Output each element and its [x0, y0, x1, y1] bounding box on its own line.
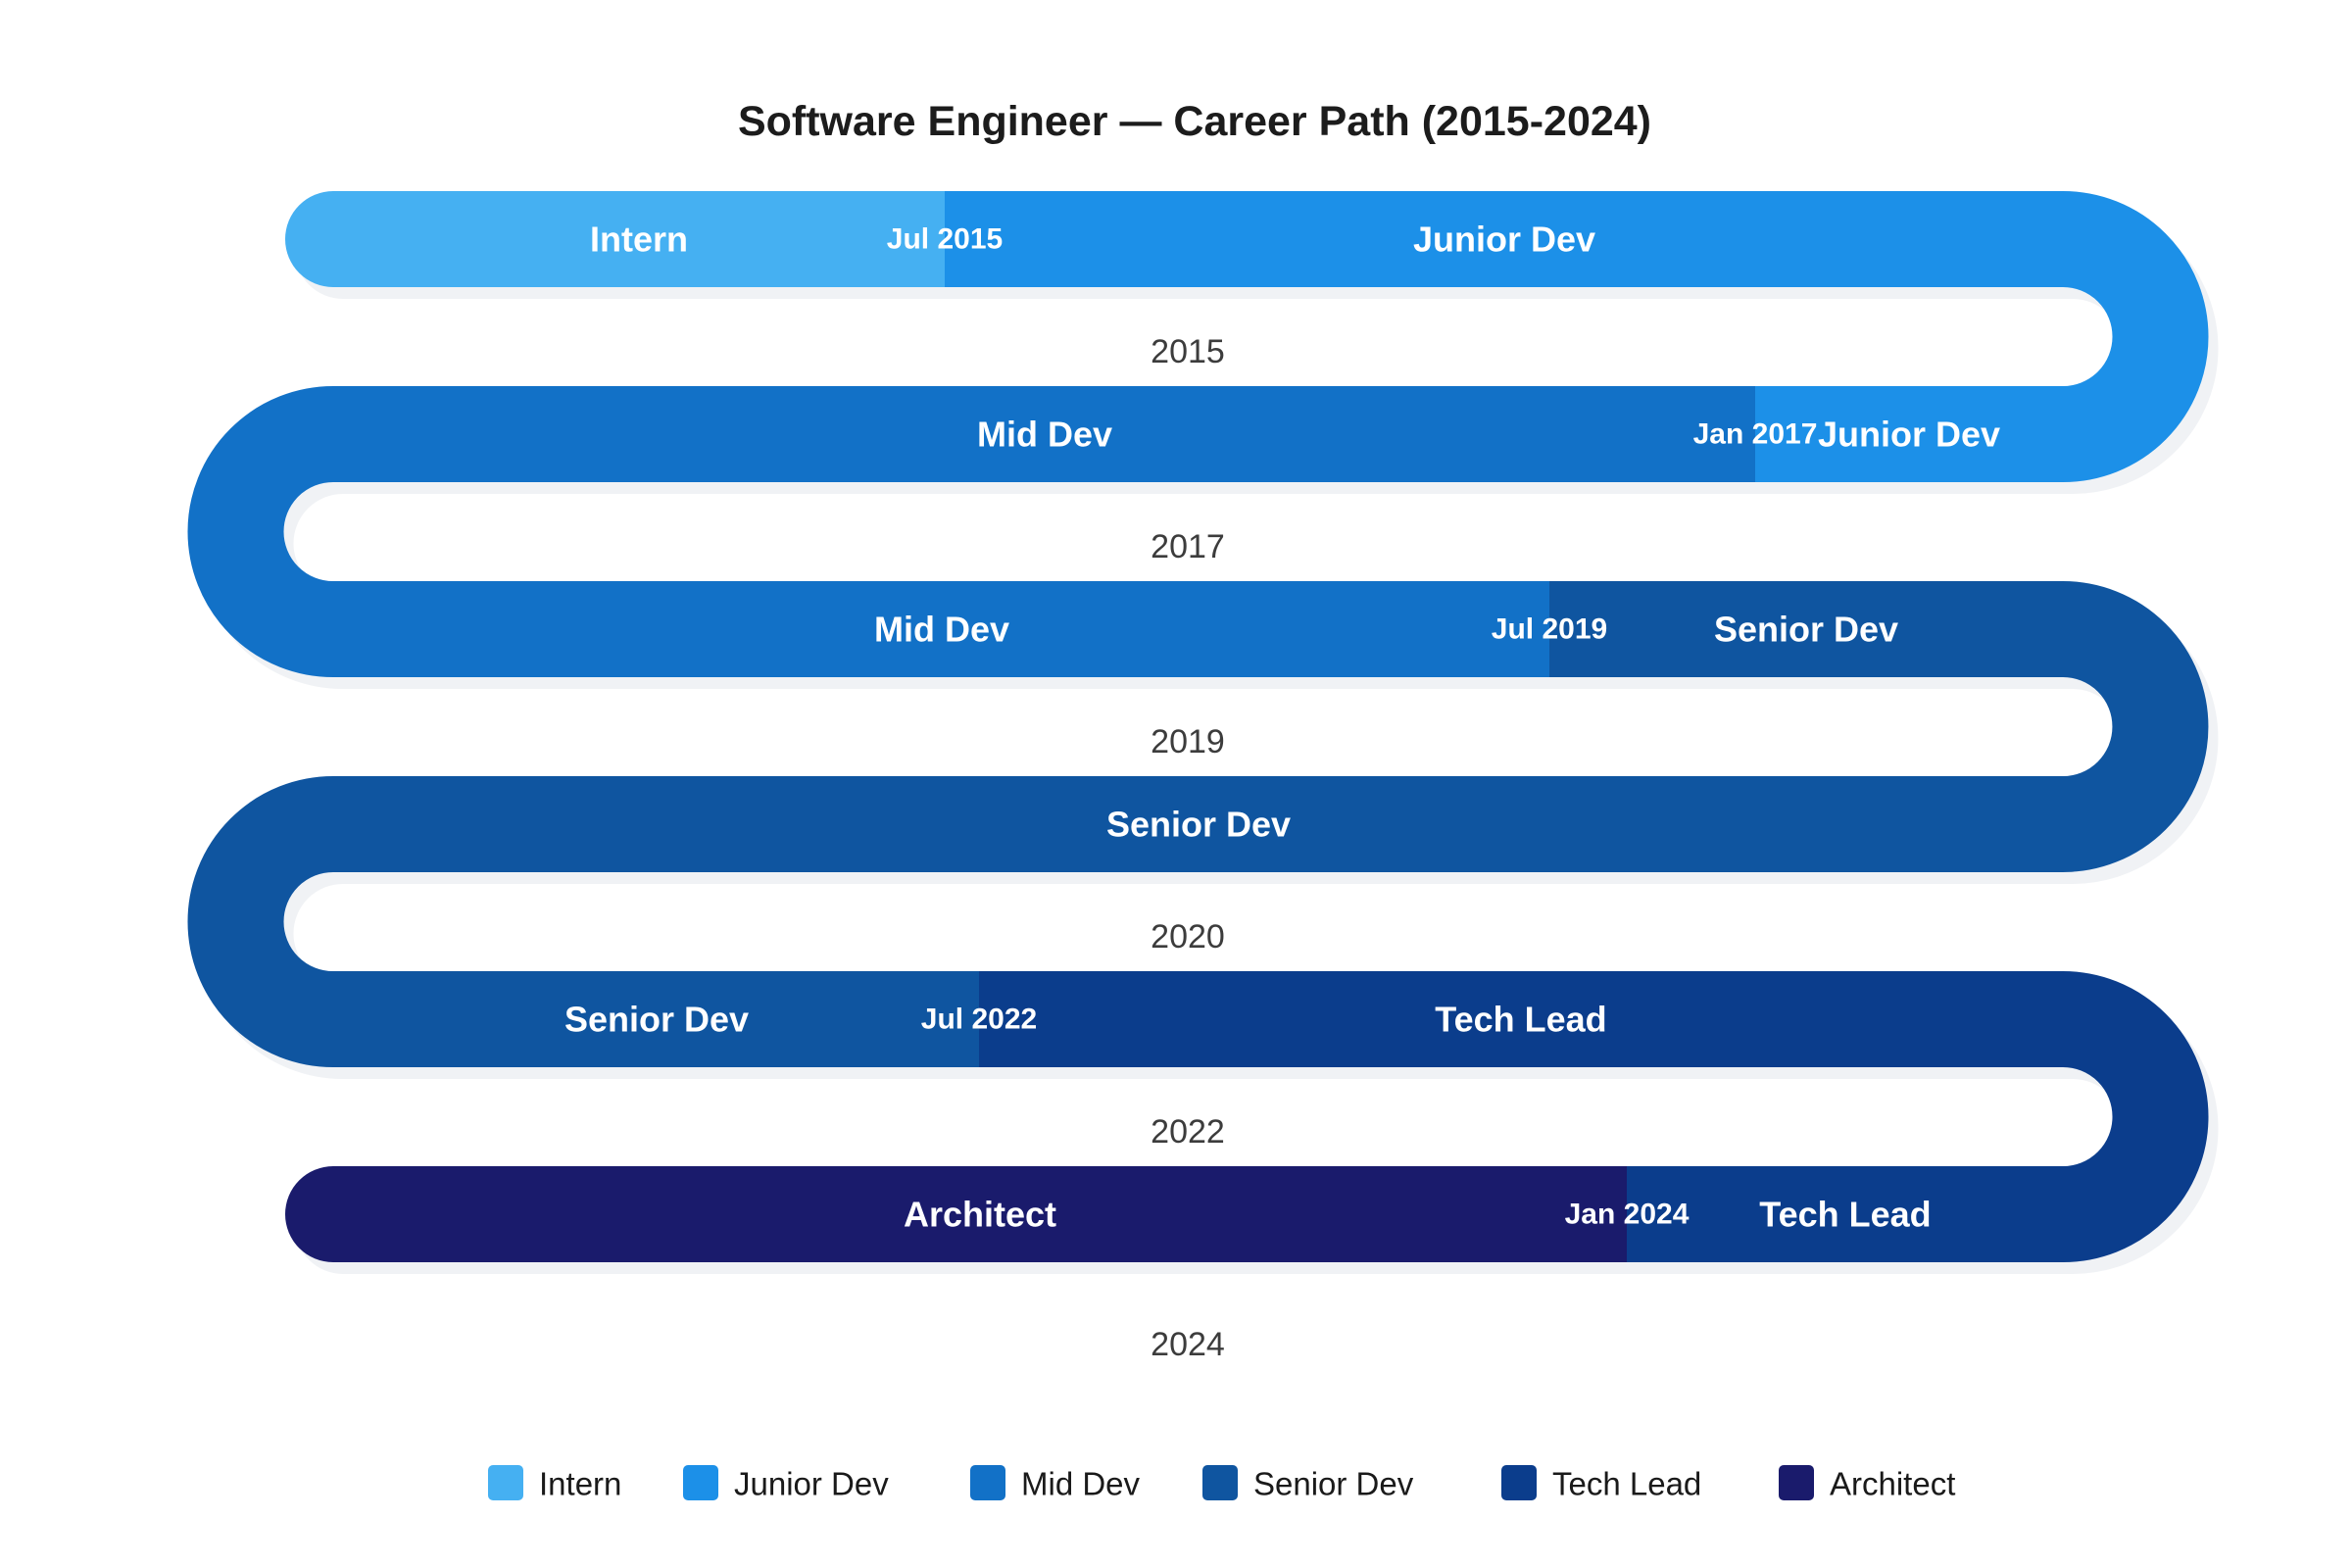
date-label-jan-2024: Jan 2024 — [1565, 1199, 1690, 1231]
label-row3-mid-dev: Mid Dev — [874, 610, 1009, 650]
date-label-jul-2015: Jul 2015 — [887, 223, 1003, 256]
year-label-2019: 2019 — [1151, 723, 1225, 760]
segment-mid-dev — [187, 386, 1755, 677]
label-row5-tech-lead: Tech Lead — [1435, 1000, 1606, 1040]
legend-label-intern: Intern — [539, 1466, 621, 1502]
year-label-2024: 2024 — [1151, 1326, 1225, 1363]
date-label-jul-2019: Jul 2019 — [1492, 613, 1607, 646]
segment-senior-dev — [187, 581, 2209, 1067]
legend-label-architect: Architect — [1830, 1466, 1955, 1502]
label-row2-mid-dev: Mid Dev — [977, 415, 1112, 455]
chart-title: Software Engineer — Career Path (2015-20… — [738, 98, 1651, 145]
label-row1-intern: Intern — [590, 220, 688, 260]
year-label-2020: 2020 — [1151, 918, 1225, 956]
label-row1-junior-dev: Junior Dev — [1413, 220, 1595, 260]
label-row6-architect: Architect — [904, 1195, 1056, 1235]
legend-swatch-senior-dev — [1202, 1465, 1238, 1500]
label-row4-senior-dev: Senior Dev — [1106, 805, 1291, 845]
legend-label-junior-dev: Junior Dev — [734, 1466, 889, 1502]
legend-swatch-junior-dev — [683, 1465, 718, 1500]
year-label-2017: 2017 — [1151, 528, 1225, 565]
legend-swatch-mid-dev — [970, 1465, 1005, 1500]
legend-label-tech-lead: Tech Lead — [1552, 1466, 1701, 1502]
legend-swatch-architect — [1779, 1465, 1814, 1500]
label-row2-junior-dev: Junior Dev — [1818, 415, 2000, 455]
segment-junior-dev — [945, 191, 2209, 482]
segment-tech-lead — [979, 971, 2209, 1262]
label-row5-senior-dev: Senior Dev — [564, 1000, 749, 1040]
date-label-jul-2022: Jul 2022 — [921, 1004, 1037, 1036]
legend-label-senior-dev: Senior Dev — [1253, 1466, 1414, 1502]
legend-swatch-intern — [488, 1465, 523, 1500]
year-label-2022: 2022 — [1151, 1113, 1225, 1151]
year-label-2015: 2015 — [1151, 333, 1225, 370]
label-row6-tech-lead: Tech Lead — [1759, 1195, 1931, 1235]
legend-label-mid-dev: Mid Dev — [1021, 1466, 1141, 1502]
label-row3-senior-dev: Senior Dev — [1714, 610, 1898, 650]
legend: Intern Junior Dev Mid Dev Senior Dev Tec… — [488, 1465, 1955, 1502]
legend-swatch-tech-lead — [1501, 1465, 1537, 1500]
date-label-jan-2017: Jan 2017 — [1693, 418, 1818, 451]
